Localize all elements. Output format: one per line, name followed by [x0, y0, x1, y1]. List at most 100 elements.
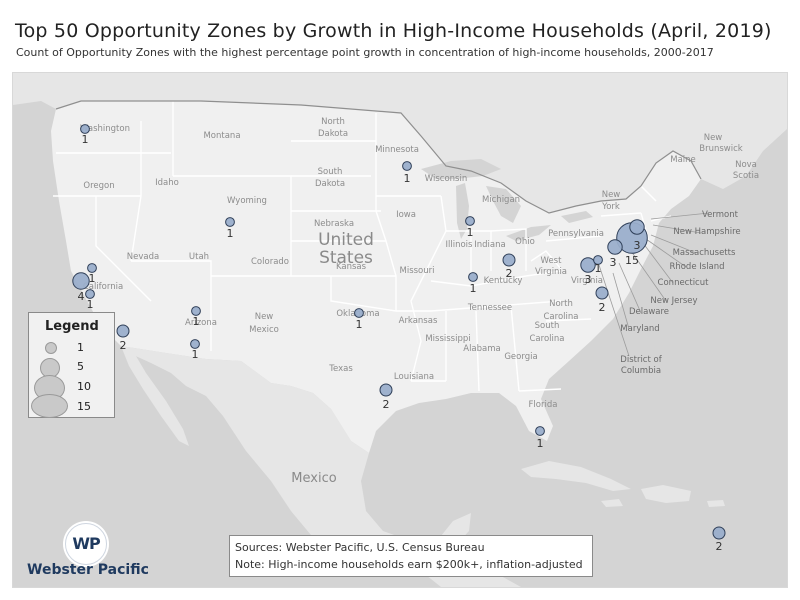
zone-bubble-california-central[interactable] — [85, 289, 95, 299]
state-label-washington: Washington — [80, 124, 130, 134]
zone-bubble-philadelphia[interactable] — [607, 239, 623, 255]
state-label-south-carolina-2: Carolina — [530, 334, 565, 344]
state-label-kansas: Kansas — [336, 262, 367, 272]
state-label-south-dakota-1: South — [318, 167, 343, 177]
zone-bubble-wyoming[interactable] — [225, 217, 235, 227]
zone-bubble-maryland[interactable] — [593, 255, 603, 265]
state-label-new-york-1: New — [602, 190, 621, 200]
state-label-illinois: Illinois — [446, 240, 474, 250]
zone-bubble-illinois[interactable] — [465, 216, 475, 226]
legend-item-15: 15 — [29, 394, 114, 418]
puerto-rico-island — [707, 500, 725, 507]
lake-huron — [486, 186, 521, 223]
zone-count-arizona-south: 1 — [192, 348, 199, 361]
zone-bubble-arizona-south[interactable] — [190, 339, 200, 349]
callout-labels: Vermont New Hampshire Massachusetts Rhode I… — [620, 210, 740, 376]
sources-box: Sources: Webster Pacific, U.S. Census Bu… — [229, 535, 593, 577]
country-label-mexico: Mexico — [291, 471, 336, 486]
state-label-new-brunswick-2: Brunswick — [699, 144, 743, 154]
legend-label-10: 10 — [77, 380, 91, 393]
state-label-new-mexico-1: New — [255, 312, 274, 322]
zone-count-minnesota: 1 — [404, 172, 411, 185]
legend-item-1: 1 — [29, 338, 114, 358]
state-label-oregon: Oregon — [83, 181, 114, 191]
state-label-nova-scotia-2: Scotia — [733, 171, 759, 181]
state-label-florida: Florida — [529, 400, 558, 410]
country-labels: United States Mexico — [291, 230, 374, 486]
state-label-michigan: Michigan — [482, 195, 520, 205]
hispaniola — [641, 485, 691, 503]
zone-count-missouri: 1 — [470, 282, 477, 295]
zone-bubble-texas-houston[interactable] — [379, 383, 393, 397]
logo-initials: WP — [72, 534, 100, 553]
baja-california — [121, 346, 189, 446]
state-label-north-dakota-1: North — [321, 117, 345, 127]
zone-bubble-puerto-rico[interactable] — [712, 526, 726, 540]
zone-bubble-washington[interactable] — [80, 124, 90, 134]
canada-us-border — [55, 100, 702, 214]
map-canvas[interactable]: Washington Oregon California Nevada Idaho Mon… — [13, 73, 787, 587]
canada-landmass — [13, 73, 787, 213]
state-label-wisconsin: Wisconsin — [425, 174, 467, 184]
zone-bubble-california-north[interactable] — [87, 263, 97, 273]
chart-title: Top 50 Opportunity Zones by Growth in Hi… — [15, 20, 772, 42]
state-label-ohio: Ohio — [515, 237, 535, 247]
state-label-new-york-2: York — [601, 202, 620, 212]
state-borders — [53, 101, 672, 392]
zone-count-washington: 1 — [82, 133, 89, 146]
zone-count-california-north: 1 — [89, 272, 96, 285]
callout-label-connecticut: Connecticut — [658, 278, 710, 288]
zone-bubble-california-south[interactable] — [116, 324, 130, 338]
zone-bubble-california-bay[interactable] — [72, 272, 90, 290]
state-label-kentucky: Kentucky — [484, 276, 523, 286]
zone-bubble-connecticut[interactable] — [629, 219, 645, 235]
state-label-arizona: Arizona — [185, 318, 217, 328]
state-label-indiana: Indiana — [474, 240, 505, 250]
callout-label-new-jersey: New Jersey — [650, 296, 697, 306]
callout-label-new-hampshire: New Hampshire — [673, 227, 740, 237]
zone-bubble-arizona-north[interactable] — [191, 306, 201, 316]
zone-count-ohio: 2 — [506, 267, 513, 280]
callout-label-dc-2: Columbia — [621, 366, 661, 376]
callout-label-rhode-island: Rhode Island — [669, 262, 724, 272]
legend-item-5: 5 — [29, 357, 114, 378]
state-labels: Washington Oregon California Nevada Idaho Mon… — [80, 117, 759, 410]
zone-bubble-dc[interactable] — [580, 257, 596, 273]
zone-count-dc: 3 — [585, 273, 592, 286]
callout-label-vermont: Vermont — [702, 210, 739, 220]
zone-bubble-ohio[interactable] — [502, 253, 516, 267]
zone-count-california-central: 1 — [87, 298, 94, 311]
state-label-north-dakota-2: Dakota — [318, 129, 348, 139]
callout-label-massachusetts: Massachusetts — [673, 248, 736, 258]
zone-count-texas-houston: 2 — [383, 398, 390, 411]
zone-count-puerto-rico: 2 — [716, 540, 723, 553]
zone-count-california-bay: 4 — [78, 290, 85, 303]
lake-ontario — [561, 211, 593, 223]
state-label-utah: Utah — [189, 252, 209, 262]
us-landmass — [51, 101, 701, 453]
state-label-missouri: Missouri — [400, 266, 435, 276]
state-label-nebraska: Nebraska — [314, 219, 354, 229]
state-label-virginia: Virginia — [571, 276, 603, 286]
zone-bubble-missouri[interactable] — [468, 272, 478, 282]
zone-bubble-oklahoma[interactable] — [354, 308, 364, 318]
zone-count-oklahoma: 1 — [356, 318, 363, 331]
state-label-california: California — [83, 282, 123, 292]
zone-bubble-minnesota[interactable] — [402, 161, 412, 171]
zone-bubble-virginia[interactable] — [595, 286, 609, 300]
zone-count-philadelphia: 3 — [610, 256, 617, 269]
webster-pacific-logo: WP Webster Pacific — [21, 518, 171, 583]
country-label-united: United — [318, 230, 374, 250]
state-label-south-carolina-1: South — [535, 321, 560, 331]
callout-label-maryland: Maryland — [620, 324, 659, 334]
state-label-west-virginia-2: Virginia — [535, 267, 567, 277]
chart-subtitle: Count of Opportunity Zones with the high… — [16, 46, 714, 59]
zone-count-arizona-north: 1 — [193, 315, 200, 328]
zone-bubble-florida[interactable] — [535, 426, 545, 436]
zone-count-illinois: 1 — [467, 226, 474, 239]
callout-label-dc-1: District of — [620, 355, 662, 365]
map-area[interactable]: Washington Oregon California Nevada Idaho Mon… — [12, 72, 788, 588]
callout-leaders — [598, 212, 710, 357]
state-label-nevada: Nevada — [127, 252, 159, 262]
